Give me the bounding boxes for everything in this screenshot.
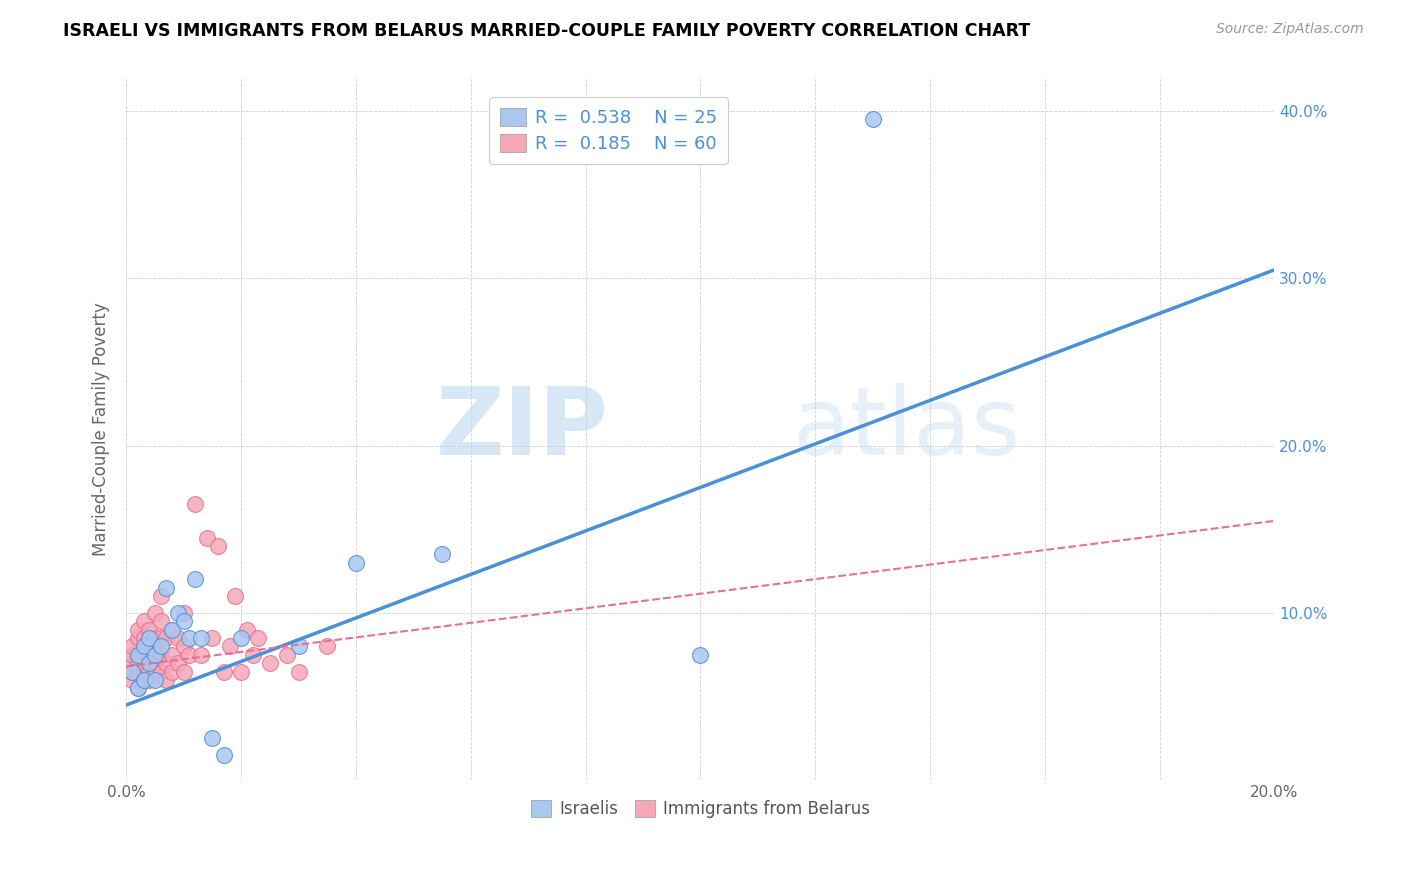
Point bbox=[132, 640, 155, 654]
Point bbox=[287, 665, 309, 679]
Point bbox=[229, 665, 252, 679]
Point bbox=[173, 640, 195, 654]
Point bbox=[218, 640, 240, 654]
Point bbox=[149, 589, 172, 603]
Point bbox=[160, 623, 183, 637]
Point bbox=[121, 665, 143, 679]
Point bbox=[173, 665, 195, 679]
Point bbox=[242, 648, 264, 662]
Point bbox=[149, 648, 172, 662]
Point bbox=[143, 656, 166, 670]
Point bbox=[132, 665, 155, 679]
Point bbox=[132, 656, 155, 670]
Point bbox=[127, 648, 149, 662]
Point bbox=[224, 589, 246, 603]
Point bbox=[173, 606, 195, 620]
Point bbox=[276, 648, 298, 662]
Point bbox=[201, 631, 224, 645]
Point bbox=[259, 656, 281, 670]
Point bbox=[121, 648, 143, 662]
Text: atlas: atlas bbox=[792, 383, 1021, 475]
Point bbox=[173, 615, 195, 629]
Point bbox=[689, 648, 711, 662]
Point bbox=[236, 623, 259, 637]
Point bbox=[138, 665, 160, 679]
Point bbox=[155, 631, 177, 645]
Text: ZIP: ZIP bbox=[436, 383, 609, 475]
Point bbox=[195, 531, 218, 545]
Point bbox=[167, 656, 190, 670]
Point bbox=[127, 656, 149, 670]
Point bbox=[121, 673, 143, 687]
Point bbox=[287, 640, 309, 654]
Y-axis label: Married-Couple Family Poverty: Married-Couple Family Poverty bbox=[93, 302, 110, 556]
Point bbox=[143, 648, 166, 662]
Point bbox=[179, 648, 201, 662]
Point bbox=[149, 665, 172, 679]
Point bbox=[160, 665, 183, 679]
Point bbox=[149, 631, 172, 645]
Point bbox=[143, 606, 166, 620]
Point bbox=[132, 673, 155, 687]
Point bbox=[121, 656, 143, 670]
Point bbox=[143, 665, 166, 679]
Point bbox=[247, 631, 270, 645]
Point bbox=[155, 656, 177, 670]
Point bbox=[127, 648, 149, 662]
Point bbox=[179, 631, 201, 645]
Point bbox=[160, 648, 183, 662]
Point bbox=[121, 640, 143, 654]
Point bbox=[121, 665, 143, 679]
Point bbox=[862, 112, 884, 127]
Point bbox=[344, 556, 367, 570]
Point bbox=[184, 497, 207, 511]
Point bbox=[212, 748, 235, 763]
Legend: Israelis, Immigrants from Belarus: Israelis, Immigrants from Belarus bbox=[524, 793, 876, 825]
Point bbox=[143, 631, 166, 645]
Point bbox=[127, 631, 149, 645]
Point bbox=[190, 631, 212, 645]
Point bbox=[127, 681, 149, 696]
Point bbox=[138, 648, 160, 662]
Point bbox=[138, 623, 160, 637]
Point bbox=[127, 681, 149, 696]
Text: Source: ZipAtlas.com: Source: ZipAtlas.com bbox=[1216, 22, 1364, 37]
Point bbox=[132, 631, 155, 645]
Point bbox=[127, 665, 149, 679]
Point bbox=[127, 623, 149, 637]
Point bbox=[149, 615, 172, 629]
Point bbox=[143, 673, 166, 687]
Point bbox=[143, 648, 166, 662]
Point bbox=[155, 673, 177, 687]
Point bbox=[160, 623, 183, 637]
Point bbox=[138, 640, 160, 654]
Point bbox=[316, 640, 339, 654]
Point bbox=[138, 656, 160, 670]
Point bbox=[184, 573, 207, 587]
Text: ISRAELI VS IMMIGRANTS FROM BELARUS MARRIED-COUPLE FAMILY POVERTY CORRELATION CHA: ISRAELI VS IMMIGRANTS FROM BELARUS MARRI… bbox=[63, 22, 1031, 40]
Point bbox=[212, 665, 235, 679]
Point bbox=[430, 548, 453, 562]
Point bbox=[167, 606, 190, 620]
Point bbox=[167, 631, 190, 645]
Point bbox=[132, 673, 155, 687]
Point bbox=[190, 648, 212, 662]
Point bbox=[138, 631, 160, 645]
Point bbox=[149, 640, 172, 654]
Point bbox=[229, 631, 252, 645]
Point bbox=[132, 615, 155, 629]
Point bbox=[201, 731, 224, 746]
Point bbox=[132, 640, 155, 654]
Point bbox=[207, 539, 229, 553]
Point bbox=[155, 581, 177, 595]
Point bbox=[138, 673, 160, 687]
